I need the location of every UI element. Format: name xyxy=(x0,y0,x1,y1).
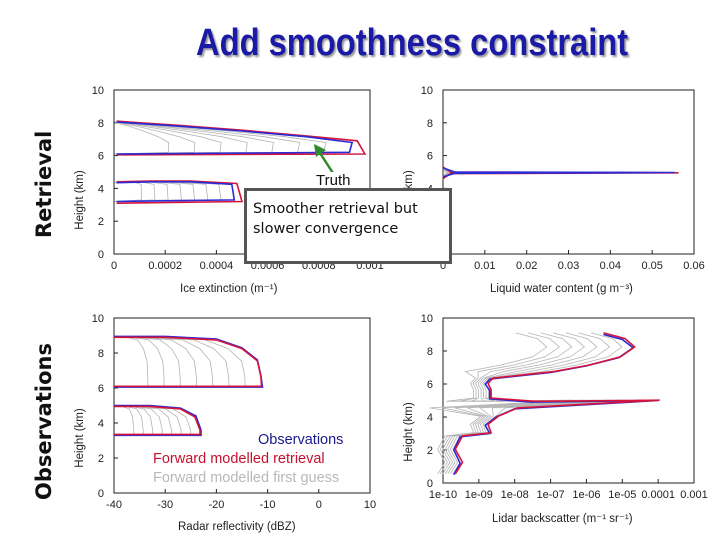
x-tick-label: 0.02 xyxy=(516,260,537,272)
x-tick-label: 1e-07 xyxy=(537,489,565,501)
x-tick-label: 0 xyxy=(316,499,322,511)
iteration-curve xyxy=(114,121,170,155)
x-axis-label: Ice extinction (m⁻¹) xyxy=(180,283,278,295)
y-tick-label: 4 xyxy=(98,183,104,195)
iteration-curve xyxy=(115,121,222,155)
lidar-backscatter-plot: 0 2 4 6 8 10 1e-10 1e-09 1e-08 1e-07 1e-06 1e-05 0.0… xyxy=(403,313,708,525)
x-axis-label: Radar reflectivity (dBZ) xyxy=(178,521,296,533)
x-tick-label: 0.0004 xyxy=(200,260,234,272)
y-tick-label: 10 xyxy=(92,313,104,325)
y-tick-label: 8 xyxy=(98,118,104,130)
y-tick-label: 4 xyxy=(98,418,104,430)
legend-forward-retrieval: Forward modelled retrieval xyxy=(153,451,325,467)
x-tick-label: 0.04 xyxy=(600,260,621,272)
x-axis-label: Liquid water content (g m⁻³) xyxy=(490,283,633,295)
y-tick-label: 8 xyxy=(427,118,433,130)
y-tick-label: 0 xyxy=(427,478,433,490)
legend-observations: Observations xyxy=(258,432,344,448)
x-tick-label: 0.0002 xyxy=(148,260,182,272)
y-tick-label: 2 xyxy=(98,453,104,465)
x-tick-label: 0.0001 xyxy=(641,489,675,501)
x-tick-label: -20 xyxy=(208,499,224,511)
x-tick-label: 0.001 xyxy=(680,489,708,501)
series-line xyxy=(114,404,202,437)
series-line xyxy=(442,167,675,178)
x-tick-label: -30 xyxy=(157,499,173,511)
slide-title: Add smoothness constraint xyxy=(196,22,629,64)
iteration-curve xyxy=(429,332,572,475)
series-line xyxy=(116,180,244,204)
callout-box: Smoother retrieval but slower convergenc… xyxy=(244,188,452,264)
y-tick-label: 6 xyxy=(98,383,104,395)
series-line xyxy=(116,181,236,203)
x-tick-label: 0 xyxy=(111,260,117,272)
y-tick-label: 10 xyxy=(92,85,104,97)
x-tick-label: -10 xyxy=(260,499,276,511)
x-tick-label: 1e-08 xyxy=(501,489,529,501)
x-axis-label: Lidar backscatter (m⁻¹ sr⁻¹) xyxy=(492,513,633,525)
x-tick-label: 1e-10 xyxy=(429,489,457,501)
x-tick-label: 0.06 xyxy=(683,260,704,272)
x-tick-label: 0.03 xyxy=(558,260,579,272)
y-tick-label: 0 xyxy=(98,249,104,261)
y-tick-label: 4 xyxy=(427,412,433,424)
x-tick-label: 0.01 xyxy=(474,260,495,272)
x-tick-label: 1e-05 xyxy=(608,489,636,501)
y-axis-label: Height (km) xyxy=(74,170,86,230)
y-tick-label: 6 xyxy=(427,151,433,163)
y-tick-label: 8 xyxy=(427,346,433,358)
x-tick-label: 0 xyxy=(440,260,446,272)
x-tick-label: 10 xyxy=(364,499,376,511)
series-line xyxy=(114,405,201,436)
x-tick-label: 1e-09 xyxy=(465,489,493,501)
series-line xyxy=(454,332,660,475)
y-tick-label: 10 xyxy=(421,313,433,325)
y-tick-label: 6 xyxy=(427,379,433,391)
y-tick-label: 2 xyxy=(98,216,104,228)
series-line xyxy=(116,121,354,155)
x-tick-label: 0.05 xyxy=(641,260,662,272)
iteration-curve xyxy=(114,121,196,155)
x-tick-label: -40 xyxy=(106,499,122,511)
y-axis-label: Height (km) xyxy=(403,402,415,462)
legend-forward-first-guess: Forward modelled first guess xyxy=(153,470,340,486)
y-tick-label: 8 xyxy=(98,348,104,360)
callout-line-1: Smoother retrieval but xyxy=(253,201,418,217)
callout-line-2: slower convergence xyxy=(253,221,399,237)
y-axis-label: Height (km) xyxy=(74,408,86,468)
y-tick-label: 0 xyxy=(98,488,104,500)
y-tick-label: 2 xyxy=(427,445,433,457)
x-tick-label: 1e-06 xyxy=(572,489,600,501)
y-tick-label: 6 xyxy=(98,151,104,163)
truth-annotation: Truth xyxy=(316,172,351,189)
radar-reflectivity-plot: 0 2 4 6 8 10 -40 -30 -20 -10 0 10 Radar reflectivity… xyxy=(74,313,376,533)
series-line xyxy=(114,336,263,388)
y-tick-label: 10 xyxy=(421,85,433,97)
